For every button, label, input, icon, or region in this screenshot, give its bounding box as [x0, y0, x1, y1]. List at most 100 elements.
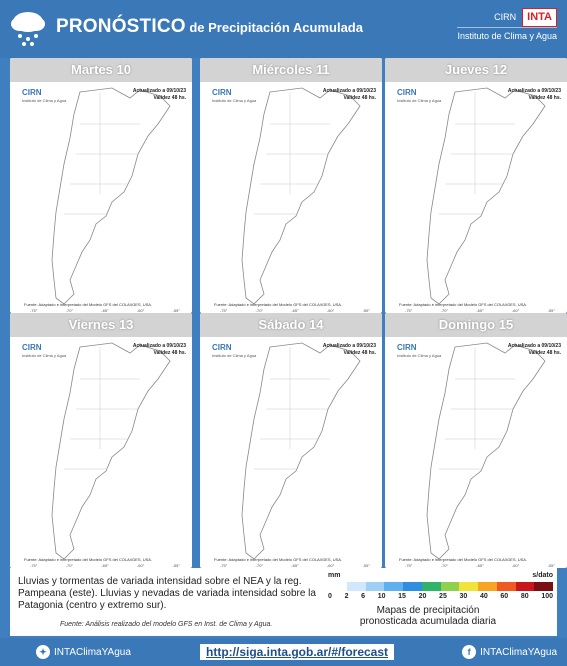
longitude-label: -70° [255, 308, 264, 313]
institute-name: Instituto de Clima y Agua [457, 27, 557, 44]
longitude-label: -70° [440, 563, 449, 568]
panel-day: Sábado 14 [200, 313, 382, 337]
rain-cloud-icon [11, 12, 45, 46]
facebook-handle: INTAClimaYAgua [480, 646, 557, 658]
update-info: Actualizado a 09/10/23 Validez 48 hs. [508, 343, 561, 357]
update-info: Actualizado a 09/10/23 Validez 48 hs. [133, 343, 186, 357]
legend-swatch [515, 582, 535, 591]
map-source: Fuente: Adaptado e interpretado del Mode… [24, 557, 153, 562]
validity: Validez 48 hs. [343, 95, 376, 101]
panel-day: Domingo 15 [385, 313, 567, 337]
summary-box: Lluvias y tormentas de variada intensida… [10, 568, 557, 636]
argentina-map [210, 339, 378, 567]
cirn-subtitle: Instituto de Clima y Agua [22, 353, 67, 358]
legend-swatch [365, 582, 385, 591]
facebook-link[interactable]: f INTAClimaYAgua [462, 645, 557, 659]
longitude-label: -60° [511, 563, 520, 568]
legend-swatch [403, 582, 422, 591]
legend-swatch [421, 582, 441, 591]
cirn-logo: CIRN [22, 88, 42, 97]
legend-tick: 0 [328, 593, 332, 600]
forecast-panel: Martes 10 CIRN Instituto de Clima y Agua… [10, 58, 192, 313]
update-info: Actualizado a 09/10/23 Validez 48 hs. [323, 88, 376, 102]
legend-tick: 20 [418, 593, 427, 600]
longitude-label: -55° [172, 563, 180, 568]
legend-color-bar [328, 582, 553, 591]
cirn-subtitle: Instituto de Clima y Agua [212, 98, 257, 103]
legend-swatch [328, 582, 347, 591]
cirn-logo: CIRN [397, 343, 417, 352]
validity: Validez 48 hs. [153, 350, 186, 356]
legend-swatch [496, 582, 516, 591]
longitude-labels: -75° -70° -65° -60° -55° [30, 563, 180, 568]
validity: Validez 48 hs. [153, 95, 186, 101]
legend-tick: 10 [377, 593, 386, 600]
argentina-map [395, 339, 563, 567]
facebook-icon: f [462, 645, 477, 659]
forecast-panel: Viernes 13 CIRN Instituto de Clima y Agu… [10, 313, 192, 568]
page-title: PRONÓSTICO de Precipitación Acumulada [56, 16, 363, 38]
legend-tick: 25 [439, 593, 447, 600]
institute-block: CIRN INTA Instituto de Clima y Agua [457, 8, 557, 44]
analysis-source: Fuente: Análisis realizado del modelo GF… [60, 621, 273, 628]
map-source: Fuente: Adaptado e interpretado del Mode… [399, 557, 528, 562]
longitude-label: -55° [362, 563, 370, 568]
longitude-label: -70° [65, 563, 74, 568]
header: PRONÓSTICO de Precipitación Acumulada CI… [0, 0, 567, 58]
legend-nodata: s/dato [532, 572, 553, 579]
twitter-icon: ✦ [36, 645, 50, 659]
longitude-label: -60° [326, 563, 335, 568]
map-source: Fuente: Adaptado e interpretado del Mode… [24, 302, 153, 307]
legend-tick: 80 [520, 593, 529, 600]
longitude-label: -60° [511, 308, 520, 313]
updated-date: Actualizado a 09/10/23 [507, 343, 561, 349]
forecast-summary: Lluvias y tormentas de variada intensida… [18, 576, 316, 611]
longitude-label: -65° [291, 308, 299, 313]
longitude-label: -60° [326, 308, 335, 313]
cirn-logo: CIRN [397, 88, 417, 97]
cirn-subtitle: Instituto de Clima y Agua [22, 98, 67, 103]
longitude-labels: -75° -70° -65° -60° -55° [220, 308, 370, 313]
legend-tick: 60 [500, 593, 509, 600]
bottom-bar: ✦ INTAClimaYAgua http://siga.inta.gob.ar… [0, 638, 567, 666]
panel-day: Miércoles 11 [200, 58, 382, 82]
forecast-panel: Jueves 12 CIRN Instituto de Clima y Agua… [385, 58, 567, 313]
longitude-label: -75° [30, 563, 38, 568]
argentina-map [20, 84, 188, 312]
legend-swatch [534, 582, 553, 591]
legend-tick: 15 [398, 593, 406, 600]
longitude-label: -75° [220, 563, 228, 568]
update-info: Actualizado a 09/10/23 Validez 48 hs. [133, 88, 186, 102]
updated-date: Actualizado a 09/10/23 [132, 88, 186, 94]
updated-date: Actualizado a 09/10/23 [322, 343, 376, 349]
twitter-link[interactable]: ✦ INTAClimaYAgua [36, 645, 131, 659]
updated-date: Actualizado a 09/10/23 [132, 343, 186, 349]
panel-day: Viernes 13 [10, 313, 192, 337]
longitude-labels: -75° -70° -65° -60° -55° [405, 563, 555, 568]
update-info: Actualizado a 09/10/23 Validez 48 hs. [508, 88, 561, 102]
legend-tick: 2 [344, 593, 349, 600]
update-info: Actualizado a 09/10/23 Validez 48 hs. [323, 343, 376, 357]
validity: Validez 48 hs. [528, 95, 561, 101]
legend-tick: 100 [541, 593, 553, 600]
forecast-url-link[interactable]: http://siga.inta.gob.ar/#/forecast [200, 644, 395, 660]
inta-logo: INTA [522, 8, 557, 27]
validity: Validez 48 hs. [528, 350, 561, 356]
legend-caption: Mapas de precipitación pronosticada acum… [359, 605, 497, 627]
twitter-handle: INTAClimaYAgua [54, 646, 131, 658]
legend-ticks: 0 2 6 10 15 20 25 30 40 60 80 100 [328, 593, 553, 600]
legend-unit: mm [328, 572, 341, 579]
longitude-label: -65° [476, 308, 484, 313]
argentina-map [210, 84, 378, 312]
longitude-labels: -75° -70° -65° -60° -55° [405, 308, 555, 313]
forecast-panel: Domingo 15 CIRN Instituto de Clima y Agu… [385, 313, 567, 568]
forecast-panel: Miércoles 11 CIRN Instituto de Clima y A… [200, 58, 382, 313]
longitude-label: -65° [476, 563, 484, 568]
longitude-label: -55° [547, 308, 555, 313]
cirn-subtitle: Instituto de Clima y Agua [212, 353, 257, 358]
longitude-label: -60° [136, 308, 145, 313]
longitude-label: -75° [30, 308, 38, 313]
longitude-label: -75° [405, 563, 413, 568]
longitude-label: -55° [172, 308, 180, 313]
cirn-logo: CIRN [212, 88, 232, 97]
